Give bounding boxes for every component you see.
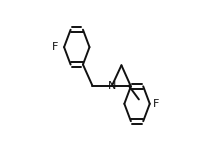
Text: F: F	[52, 42, 58, 52]
Text: F: F	[152, 99, 159, 109]
Text: N: N	[108, 81, 116, 91]
